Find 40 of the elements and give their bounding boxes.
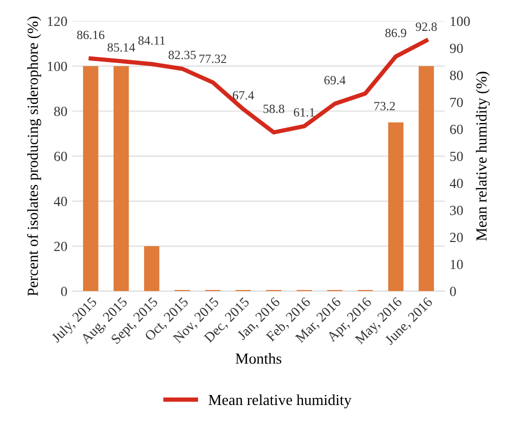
x-axis-title: Months bbox=[236, 353, 282, 364]
y-tick-label: 80 bbox=[54, 106, 67, 116]
bar bbox=[83, 66, 98, 292]
bar bbox=[418, 66, 434, 292]
line-series bbox=[88, 38, 428, 134]
data-label: 67.4 bbox=[232, 91, 254, 100]
y2-tick-label: 30 bbox=[450, 206, 463, 216]
data-label: 82.35 bbox=[168, 50, 196, 60]
bar bbox=[114, 66, 129, 292]
data-label: 69.4 bbox=[324, 76, 346, 84]
y-tick-label: 0 bbox=[61, 286, 67, 296]
legend-label: Mean relative humidity bbox=[208, 394, 352, 408]
y2-tick-label: 90 bbox=[450, 44, 463, 54]
y2-tick-label: 0 bbox=[450, 286, 456, 296]
data-label: 84.11 bbox=[138, 36, 165, 45]
bar bbox=[144, 246, 160, 292]
data-label: 77.32 bbox=[199, 54, 226, 64]
y2-tick-label: 10 bbox=[450, 260, 463, 270]
data-label: 61.1 bbox=[294, 108, 314, 117]
y-tick-label: 60 bbox=[54, 152, 67, 162]
data-label: 86.16 bbox=[77, 30, 104, 40]
y2-axis-title: Mean relative humidity (%) bbox=[476, 72, 490, 241]
y2-tick-label: 50 bbox=[450, 152, 463, 162]
data-label: 86.9 bbox=[385, 28, 406, 38]
y-tick-label: 20 bbox=[54, 242, 67, 252]
y-tick-label: 120 bbox=[48, 16, 67, 26]
y2-tick-label: 20 bbox=[450, 232, 463, 242]
y2-tick-label: 60 bbox=[450, 124, 463, 134]
y2-tick-label: 80 bbox=[450, 70, 463, 80]
data-label: 73.2 bbox=[374, 102, 395, 110]
y-tick-label: 40 bbox=[54, 196, 67, 206]
y-axis-title: Percent of isolates producing siderophore (%) bbox=[27, 16, 42, 296]
y-tick-label: 100 bbox=[48, 62, 67, 72]
data-label: 58.8 bbox=[264, 104, 284, 114]
y2-tick-label: 70 bbox=[450, 98, 463, 108]
y2-tick-label: 40 bbox=[450, 178, 463, 188]
data-label: 92.8 bbox=[416, 22, 437, 31]
data-label: 85.14 bbox=[108, 43, 136, 52]
bar bbox=[388, 122, 404, 292]
y2-tick-label: 100 bbox=[450, 16, 470, 26]
